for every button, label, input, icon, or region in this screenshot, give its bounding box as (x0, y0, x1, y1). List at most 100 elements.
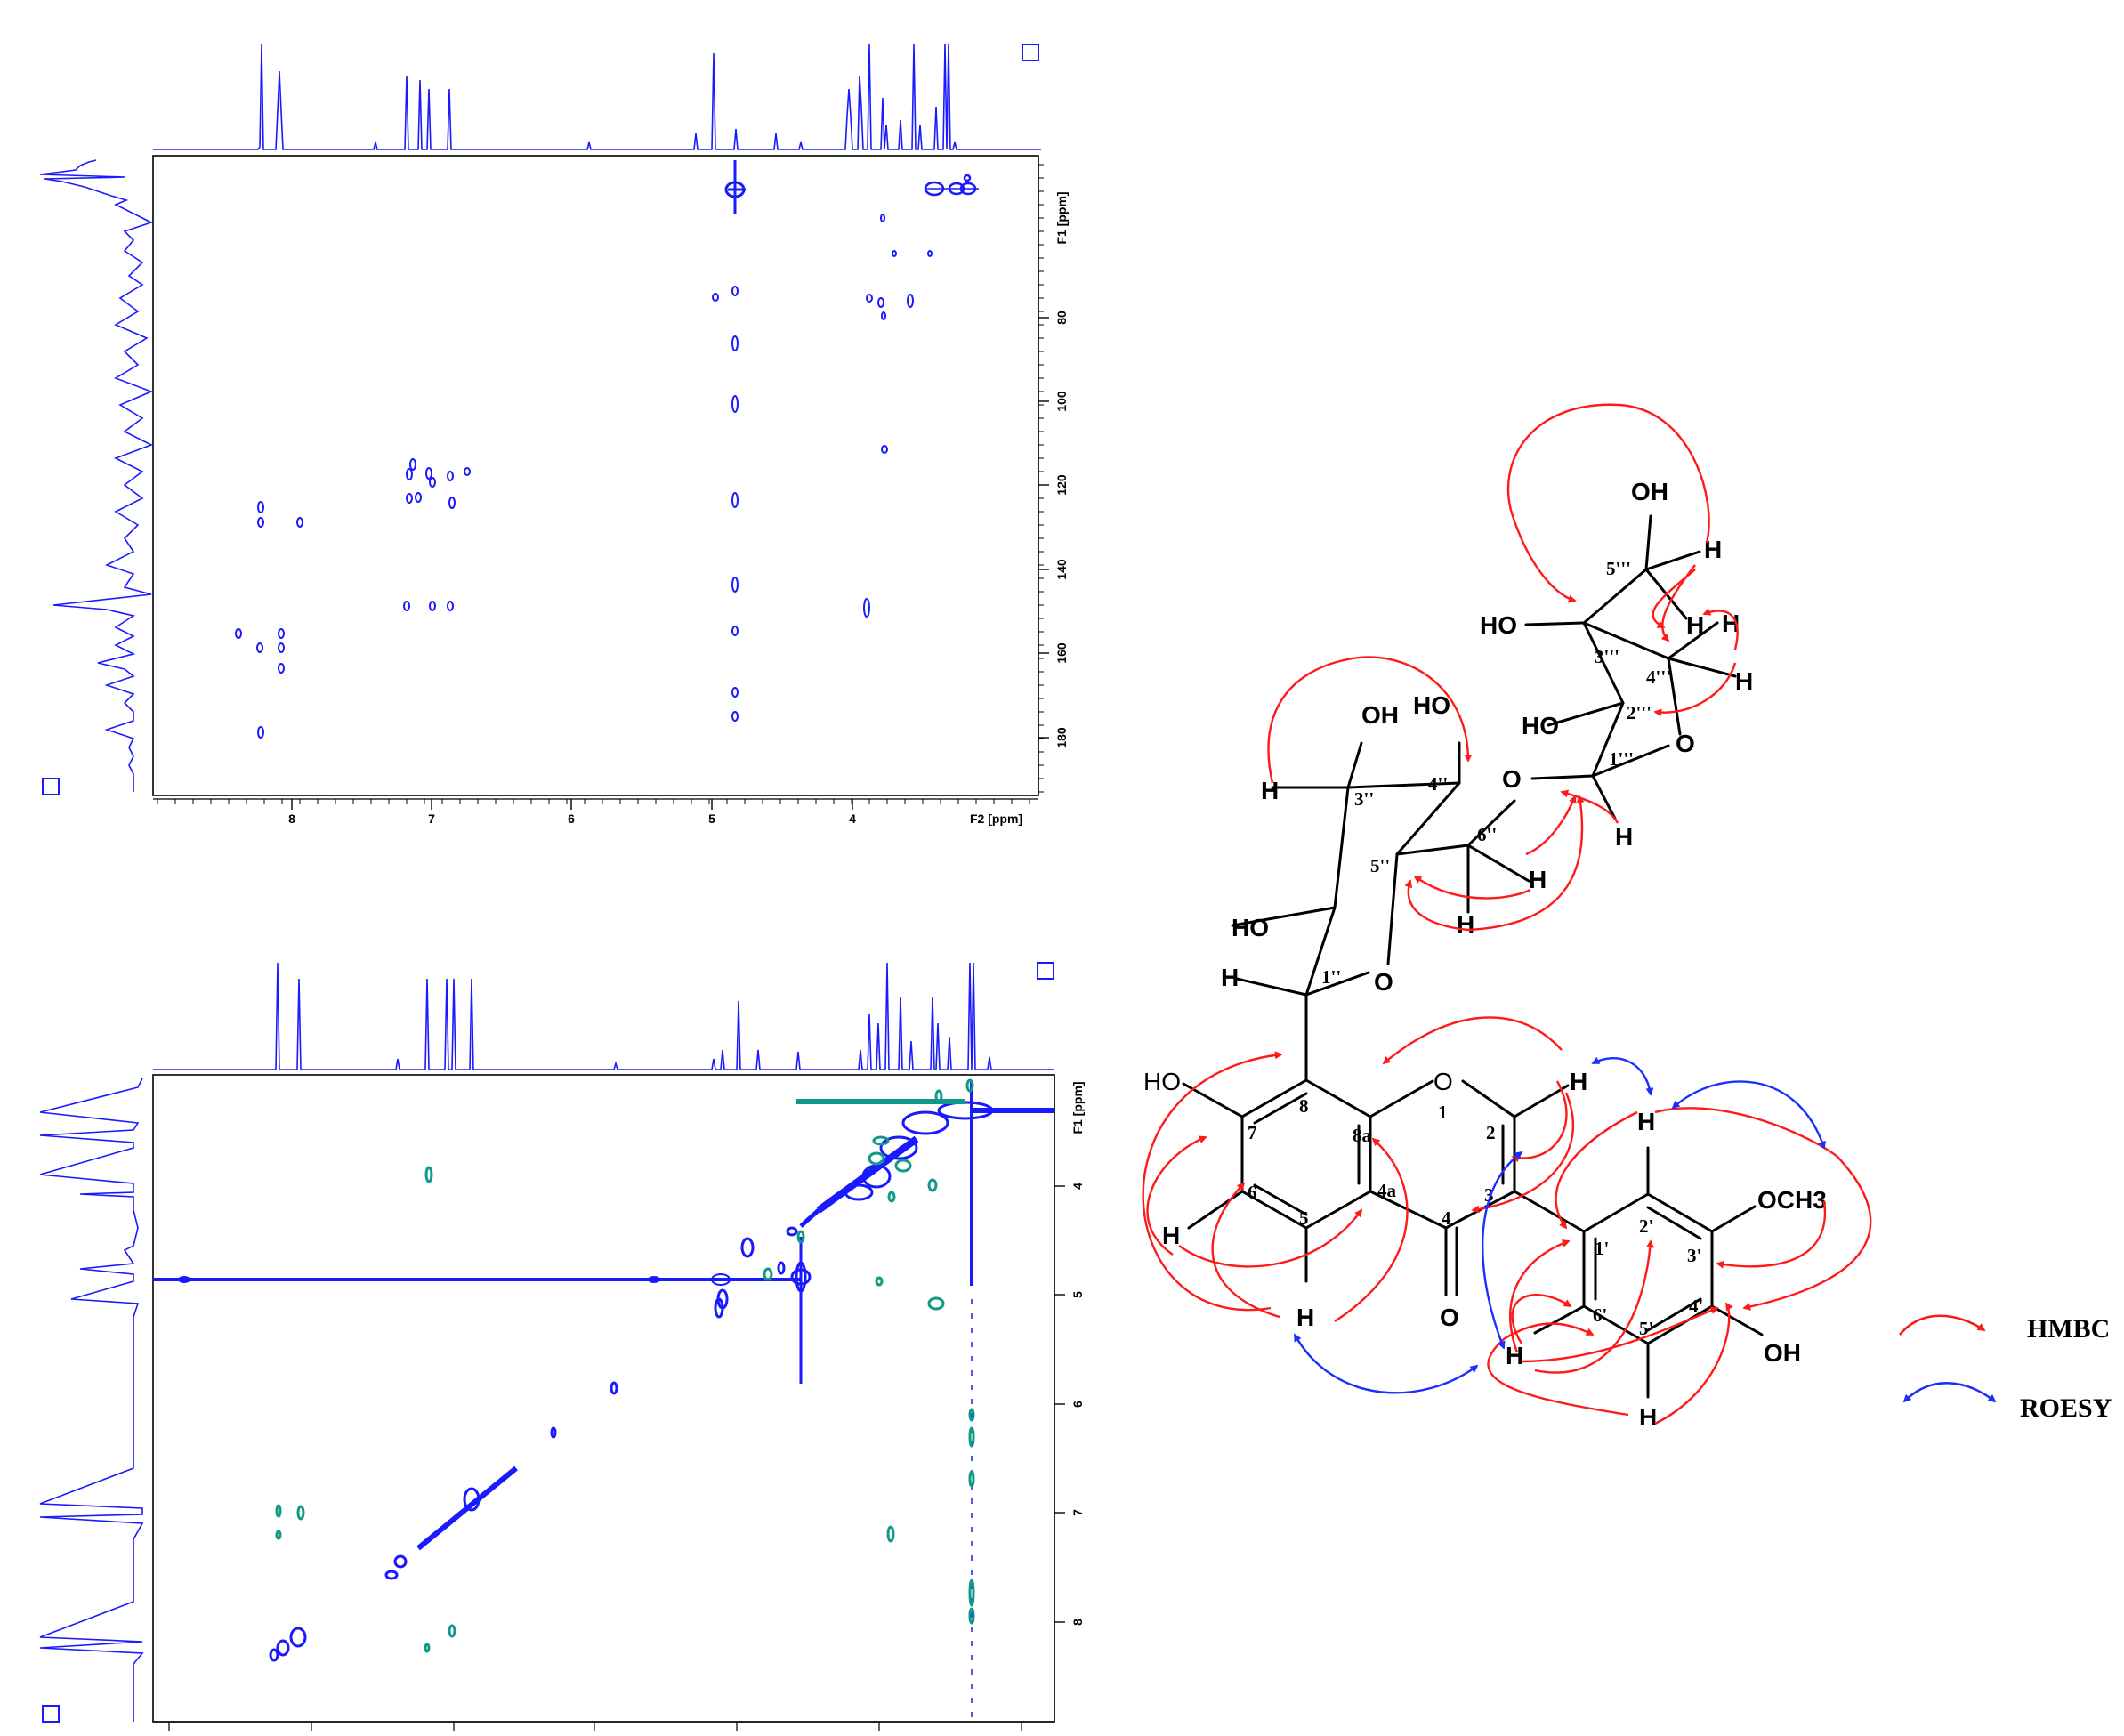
carbon-number: 6'' (1477, 824, 1497, 845)
hmbc-arrow (1467, 795, 1585, 932)
hmbc-arrow (1654, 1302, 1733, 1425)
hmbc-arrow (1178, 1208, 1363, 1268)
bottom-roesy-spectrum: 4 5 6 7 8 F1 [ppm] (39, 962, 1085, 1731)
atom-o-ring1: O (1374, 968, 1393, 996)
top-peak (464, 467, 471, 476)
atom-h-6: H (1162, 1222, 1180, 1249)
top-peak (406, 468, 413, 480)
top-peak (880, 214, 885, 222)
top-peak (731, 286, 739, 296)
top-f1-projection (39, 159, 154, 792)
hmbc-arrow (1267, 656, 1473, 784)
top-peak (712, 293, 719, 302)
hmbc-arrow (1660, 564, 1696, 642)
hmbc-arrow (1653, 662, 1737, 717)
carbon-number: 3'' (1354, 788, 1374, 810)
bottom-f2-axis (153, 1721, 1054, 1731)
atom-h-3pp: H (1261, 777, 1279, 804)
top-peak (447, 471, 454, 481)
hmbc-arrow (1716, 1200, 1827, 1269)
top-peak (406, 493, 413, 504)
bottom-f1-tick-label: 8 (1070, 1619, 1085, 1626)
top-peak (731, 492, 739, 508)
atom-h-5ppp: H (1704, 536, 1722, 563)
top-hmbc-spectrum: 8 7 6 5 4 F2 [ppm] 80 100 120 140 160 18… (39, 44, 1069, 826)
atom-h-4ppp: H (1735, 667, 1753, 695)
top-peak (731, 335, 739, 351)
top-f2-tick-label: 4 (849, 811, 856, 826)
carbon-number: 6' (1593, 1304, 1607, 1326)
top-peak (256, 642, 263, 653)
carbon-number: 4' (1689, 1296, 1703, 1317)
bottom-f1-tick-label: 7 (1070, 1509, 1085, 1516)
bottom-diagonal (269, 1101, 1054, 1662)
hmbc-arrow (1509, 1239, 1571, 1353)
carbon-number: 1' (1595, 1238, 1609, 1259)
top-f1-axis-label: F1 [ppm] (1054, 191, 1069, 244)
bottom-horizontal-streak (153, 1273, 801, 1286)
bottom-f1-tick-label: 5 (1070, 1291, 1085, 1298)
carbon-number: 2 (1486, 1122, 1496, 1143)
top-spectrum-corner-box-bl[interactable] (42, 778, 60, 795)
top-peak (731, 395, 739, 413)
top-f2-tick-label: 7 (428, 811, 435, 826)
top-f2-axis-label: F2 [ppm] (970, 811, 1022, 826)
atom-h-1ppp: H (1615, 823, 1633, 851)
top-peak (278, 628, 285, 639)
top-f2-tick-label: 5 (708, 811, 715, 826)
bottom-plot-frame (152, 1074, 1055, 1723)
atom-o-ring2: O (1676, 730, 1695, 757)
top-peak (278, 642, 285, 653)
roesy-arrow (1481, 1151, 1523, 1350)
atom-h-4ppp: H (1686, 611, 1704, 639)
carbon-number: 3''' (1595, 646, 1619, 667)
bottom-spectrum-corner-box-tr[interactable] (1037, 962, 1054, 980)
top-peak (278, 663, 285, 674)
hmbc-arrow (1555, 1110, 1638, 1230)
hmbc-arrow (1487, 1322, 1629, 1417)
bottom-spectrum-corner-box-bl[interactable] (42, 1705, 60, 1723)
atom-h-1pp: H (1221, 964, 1239, 991)
top-peak (866, 294, 873, 303)
legend-hmbc-arrow (1899, 1314, 1986, 1336)
top-peak (429, 601, 436, 611)
top-spectrum-corner-box-tr[interactable] (1022, 44, 1039, 61)
atom-h-6pp: H (1457, 910, 1474, 938)
carbon-number: 8 (1299, 1095, 1309, 1117)
atom-h-4ppp: H (1722, 610, 1740, 637)
carbon-number: 4a (1377, 1180, 1397, 1201)
top-peak (731, 626, 739, 636)
top-peak (448, 497, 456, 509)
carbon-number: 2' (1639, 1215, 1653, 1237)
carbon-number: 3' (1687, 1245, 1701, 1266)
top-f1-tick-label: 140 (1054, 559, 1069, 580)
atom-labels: HO O H H OCH3 O OH H H H H H O HO H OH H… (1143, 478, 1827, 1431)
roesy-arrow (1591, 1056, 1654, 1096)
top-f2-tick-label: 8 (288, 811, 295, 826)
hmbc-arrow (1471, 1092, 1575, 1214)
carbon-number: 5 (1299, 1207, 1309, 1229)
legend-roesy-label: ROESY (2020, 1393, 2112, 1423)
atom-ho-4pp: HO (1413, 691, 1450, 719)
atom-ho-2ppp: HO (1522, 712, 1559, 739)
carbon-number: 1'' (1321, 966, 1341, 988)
top-f1-minor-ticks (1038, 164, 1044, 793)
hmbc-arrow (1413, 875, 1531, 900)
atom-h-5pp: H (1529, 866, 1547, 893)
atom-o-link: O (1502, 765, 1522, 793)
top-peak (296, 517, 303, 528)
hmbc-arrow (1404, 879, 1469, 932)
legend: HMBC ROESY (1899, 1314, 2112, 1423)
atom-ho-7: HO (1143, 1068, 1181, 1095)
hmbc-arrow (1525, 795, 1577, 856)
top-peak (447, 601, 454, 611)
bottom-negative-peaks (275, 1078, 975, 1653)
top-f1-tick-label: 80 (1054, 311, 1069, 325)
top-peak (403, 601, 410, 611)
bottom-positive-peaks (714, 1297, 724, 1319)
atom-oh-5ppp: OH (1631, 478, 1668, 505)
ring-b-bonds (1513, 1190, 1714, 1345)
hmbc-arrow (1211, 1182, 1280, 1319)
top-peak (425, 467, 432, 480)
ring-a-bonds (1240, 1078, 1372, 1230)
